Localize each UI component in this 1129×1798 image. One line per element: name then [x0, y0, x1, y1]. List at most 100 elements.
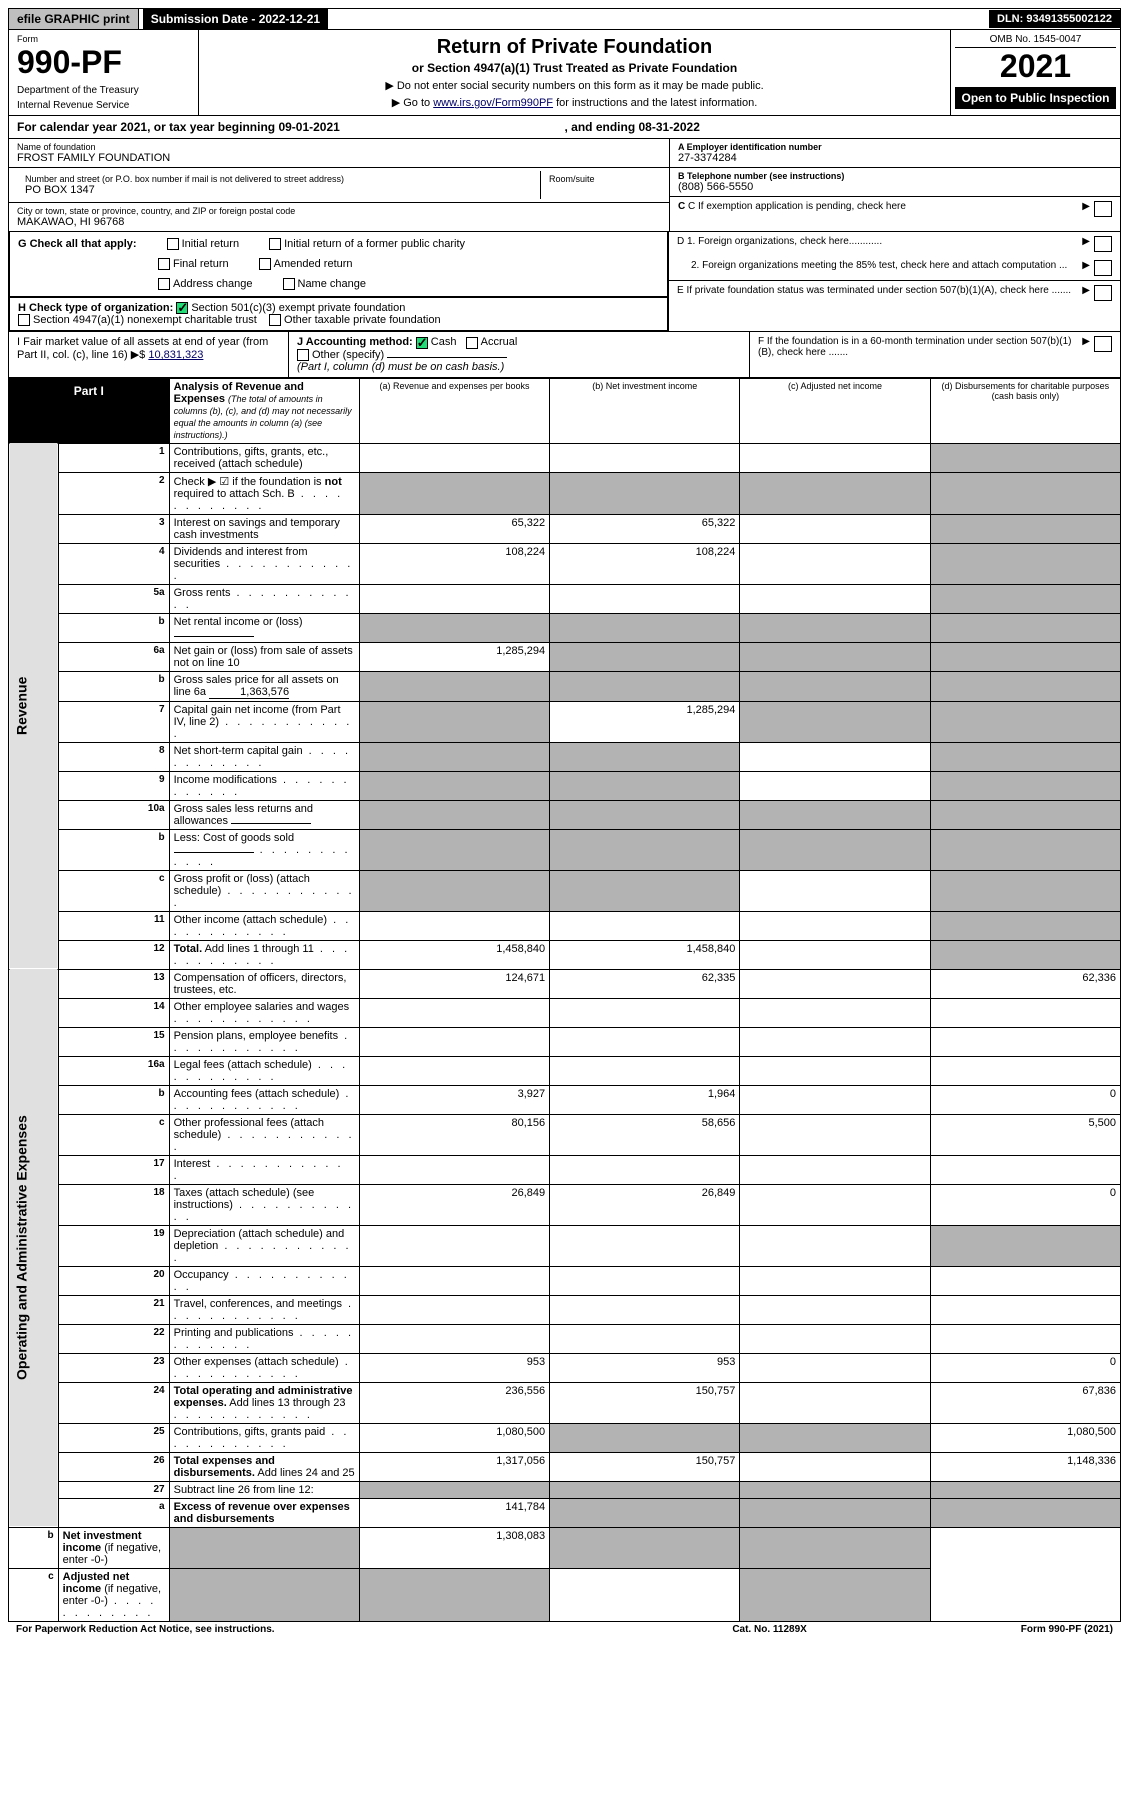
- d1-checkbox[interactable]: [1094, 236, 1112, 252]
- g-final-checkbox[interactable]: [158, 258, 170, 270]
- address: PO BOX 1347: [25, 184, 532, 196]
- cell-b: 65,322: [550, 514, 740, 543]
- line-desc: Total. Add lines 1 through 11: [169, 940, 359, 969]
- j-other-checkbox[interactable]: [297, 349, 309, 361]
- cell-b: [550, 911, 740, 940]
- cell-c: [740, 1295, 930, 1324]
- cell-a: [359, 701, 549, 742]
- cell-c: [740, 742, 930, 771]
- table-row: 7Capital gain net income (from Part IV, …: [9, 701, 1121, 742]
- cell-b: 150,757: [550, 1452, 740, 1481]
- e-checkbox[interactable]: [1094, 285, 1112, 301]
- cell-c: [740, 870, 930, 911]
- table-row: 6aNet gain or (loss) from sale of assets…: [9, 642, 1121, 671]
- line-desc: Dividends and interest from securities: [169, 543, 359, 584]
- cell-d: 67,836: [930, 1382, 1120, 1423]
- line-desc: Printing and publications: [169, 1324, 359, 1353]
- h-4947-checkbox[interactable]: [18, 314, 30, 326]
- j-accrual-checkbox[interactable]: [466, 337, 478, 349]
- arrow-icon: ▶: [1082, 260, 1090, 271]
- line-number: 10a: [58, 800, 169, 829]
- cell-b: [550, 642, 740, 671]
- cat-no: Cat. No. 11289X: [518, 1624, 1020, 1635]
- cell-a: 80,156: [359, 1114, 549, 1155]
- cell-d: 0: [930, 1353, 1120, 1382]
- cell-a: [359, 1266, 549, 1295]
- addr-label: Number and street (or P.O. box number if…: [25, 174, 532, 184]
- line-number: 16a: [58, 1056, 169, 1085]
- cell-c: [740, 1184, 930, 1225]
- form-header: Form 990-PF Department of the Treasury I…: [8, 30, 1121, 116]
- cell-b: 1,458,840: [550, 940, 740, 969]
- cell-a: [359, 870, 549, 911]
- line-number: 7: [58, 701, 169, 742]
- foundation-name: FROST FAMILY FOUNDATION: [17, 152, 661, 164]
- cell-a: 108,224: [359, 543, 549, 584]
- name-label: Name of foundation: [17, 142, 661, 152]
- line-desc: Gross sales price for all assets on line…: [169, 671, 359, 701]
- c-checkbox[interactable]: [1094, 201, 1112, 217]
- line-number: 2: [58, 472, 169, 514]
- cell-c: [740, 998, 930, 1027]
- g-initial-checkbox[interactable]: [167, 238, 179, 250]
- cell-a: [359, 911, 549, 940]
- cell-b: [550, 613, 740, 642]
- arrow-icon: ▶: [1082, 201, 1090, 212]
- h-other-checkbox[interactable]: [269, 314, 281, 326]
- cell-d: [930, 870, 1120, 911]
- fmv-value[interactable]: 10,831,323: [148, 349, 203, 361]
- line-number: 23: [58, 1353, 169, 1382]
- arrow-icon: ▶: [1082, 236, 1090, 247]
- line-desc: Total operating and administrative expen…: [169, 1382, 359, 1423]
- section-ij: I Fair market value of all assets at end…: [8, 332, 1121, 377]
- g-address-checkbox[interactable]: [158, 278, 170, 290]
- j-cash-checkbox[interactable]: [416, 337, 428, 349]
- line-desc: Total expenses and disbursements. Add li…: [169, 1452, 359, 1481]
- d2-label: 2. Foreign organizations meeting the 85%…: [677, 260, 1078, 271]
- f-label: F If the foundation is in a 60-month ter…: [758, 336, 1078, 358]
- table-row: 2Check ▶ ☑ if the foundation is not requ…: [9, 472, 1121, 514]
- table-row: 15Pension plans, employee benefits: [9, 1027, 1121, 1056]
- h-501c3-checkbox[interactable]: [176, 302, 188, 314]
- line-number: 20: [58, 1266, 169, 1295]
- cell-d: 1,080,500: [930, 1423, 1120, 1452]
- cell-b: [550, 870, 740, 911]
- cell-d: [930, 472, 1120, 514]
- cell-b: [550, 1266, 740, 1295]
- cell-c: [740, 1056, 930, 1085]
- line-desc: Compensation of officers, directors, tru…: [169, 969, 359, 998]
- irs-link[interactable]: www.irs.gov/Form990PF: [433, 97, 553, 109]
- line-number: 18: [58, 1184, 169, 1225]
- line-number: 9: [58, 771, 169, 800]
- cell-c: [740, 472, 930, 514]
- cell-c: [550, 1568, 740, 1621]
- cell-d: [930, 671, 1120, 701]
- cell-d: [930, 800, 1120, 829]
- cell-b: [550, 1481, 740, 1498]
- phone: (808) 566-5550: [678, 181, 1112, 193]
- cell-c: [740, 1382, 930, 1423]
- d2-checkbox[interactable]: [1094, 260, 1112, 276]
- cell-b: [550, 1498, 740, 1527]
- table-row: 16aLegal fees (attach schedule): [9, 1056, 1121, 1085]
- line-number: c: [58, 870, 169, 911]
- cell-d: [740, 1568, 930, 1621]
- table-row: 27Subtract line 26 from line 12:: [9, 1481, 1121, 1498]
- cell-a: 65,322: [359, 514, 549, 543]
- line-number: 14: [58, 998, 169, 1027]
- line-desc: Capital gain net income (from Part IV, l…: [169, 701, 359, 742]
- cell-d: 5,500: [930, 1114, 1120, 1155]
- table-row: 18Taxes (attach schedule) (see instructi…: [9, 1184, 1121, 1225]
- g-initial-former-checkbox[interactable]: [269, 238, 281, 250]
- cell-d: [930, 543, 1120, 584]
- cell-a: 1,317,056: [359, 1452, 549, 1481]
- cell-c: [740, 514, 930, 543]
- table-row: Revenue1Contributions, gifts, grants, et…: [9, 443, 1121, 472]
- e-label: E If private foundation status was termi…: [677, 285, 1078, 296]
- g-name-checkbox[interactable]: [283, 278, 295, 290]
- f-checkbox[interactable]: [1094, 336, 1112, 352]
- cell-c: [740, 701, 930, 742]
- form-number: 990-PF: [17, 44, 190, 81]
- g-amended-checkbox[interactable]: [259, 258, 271, 270]
- table-row: 23Other expenses (attach schedule)953953…: [9, 1353, 1121, 1382]
